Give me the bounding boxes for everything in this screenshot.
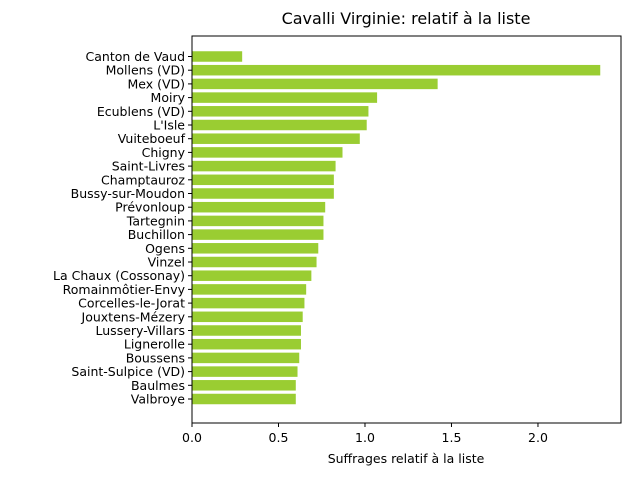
category-label: Mollens (VD) <box>106 63 185 78</box>
category-label: Ogens <box>145 241 185 256</box>
bar <box>192 380 296 391</box>
x-axis-ticks: 0.0 0.5 1.0 1.5 2.0 <box>182 423 548 445</box>
bar <box>192 78 438 90</box>
bar <box>192 64 601 76</box>
x-tick-label: 2.0 <box>528 430 548 445</box>
bar <box>192 147 343 158</box>
category-label: Saint-Sulpice (VD) <box>71 364 185 379</box>
category-label: L'Isle <box>153 118 185 133</box>
category-label: Vuiteboeuf <box>118 131 186 146</box>
bar <box>192 160 336 172</box>
chart-title: Cavalli Virginie: relatif à la liste <box>282 9 531 28</box>
bar <box>192 229 324 240</box>
bar <box>192 311 303 323</box>
x-tick-label: 1.0 <box>355 430 375 445</box>
category-label: Mex (VD) <box>127 76 185 91</box>
x-tick-label: 1.5 <box>442 430 462 445</box>
x-tick-label: 0.5 <box>269 430 289 445</box>
bar <box>192 284 307 295</box>
x-tick-label: 0.0 <box>182 430 202 445</box>
category-label: Romainmôtier-Envy <box>63 282 186 297</box>
category-label: Saint-Livres <box>112 159 185 174</box>
category-label: Bussy-sur-Moudon <box>71 186 185 201</box>
category-label: Champtauroz <box>101 172 185 187</box>
bar <box>192 270 312 281</box>
bar <box>192 174 334 186</box>
bars-group <box>192 51 601 405</box>
category-label: Baulmes <box>131 378 185 393</box>
bar <box>192 297 305 309</box>
bar <box>192 352 300 364</box>
bar <box>192 106 369 117</box>
category-label: Lussery-Villars <box>96 323 185 338</box>
plot-frame <box>191 35 622 424</box>
bar <box>192 215 324 227</box>
category-label: Vinzel <box>148 255 185 270</box>
category-label: Canton de Vaud <box>86 49 185 64</box>
category-label: Chigny <box>142 145 186 160</box>
bar <box>192 188 334 199</box>
category-label: Moiry <box>151 90 186 105</box>
x-axis-label: Suffrages relatif à la liste <box>328 451 485 466</box>
category-label: Corcelles-le-Jorat <box>78 296 185 311</box>
bar <box>192 201 326 213</box>
category-label: Buchillon <box>128 227 185 242</box>
bar <box>192 133 360 144</box>
category-label: Boussens <box>126 350 185 365</box>
bar <box>192 325 301 336</box>
bar <box>192 338 301 350</box>
category-label: Tartegnin <box>126 213 185 228</box>
category-label: La Chaux (Cossonay) <box>53 268 185 283</box>
bar <box>192 256 317 268</box>
category-label: Lignerolle <box>124 337 185 352</box>
bar <box>192 393 296 405</box>
category-label: Prévonloup <box>115 200 185 215</box>
bar <box>192 366 298 377</box>
category-label: Jouxtens-Mézery <box>81 309 186 324</box>
bar <box>192 92 378 103</box>
bar <box>192 243 319 254</box>
category-label: Valbroye <box>131 392 186 407</box>
bar <box>192 51 243 62</box>
category-label: Ecublens (VD) <box>97 104 185 119</box>
bar <box>192 119 367 131</box>
